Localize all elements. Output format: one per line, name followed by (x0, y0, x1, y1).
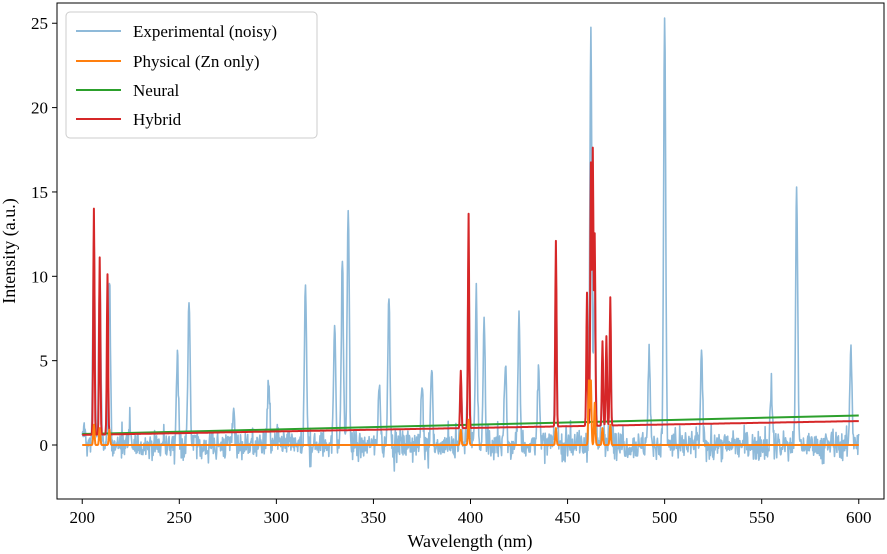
y-tick-label: 0 (40, 436, 49, 455)
x-tick-label: 250 (167, 508, 193, 527)
x-tick-label: 550 (749, 508, 775, 527)
y-tick-label: 10 (31, 267, 48, 286)
x-tick-label: 400 (458, 508, 484, 527)
x-tick-label: 350 (361, 508, 387, 527)
y-axis: 0 5 10 15 20 25 (31, 14, 57, 455)
y-tick-label: 25 (31, 14, 48, 33)
legend-label-hybrid: Hybrid (133, 110, 182, 129)
legend-box (65, 11, 318, 139)
x-tick-label: 500 (652, 508, 678, 527)
y-tick-label: 20 (31, 99, 48, 118)
series-hybrid-line (81, 146, 860, 436)
series-physical-line (81, 379, 860, 446)
x-tick-label: 600 (846, 508, 872, 527)
x-tick-label: 450 (555, 508, 581, 527)
legend-label-experimental: Experimental (noisy) (133, 22, 277, 41)
legend-label-physical: Physical (Zn only) (133, 52, 260, 71)
y-axis-label: Intensity (a.u.) (0, 198, 20, 303)
y-tick-label: 15 (31, 183, 48, 202)
x-axis: 200 250 300 350 400 450 500 550 600 (69, 499, 872, 527)
x-tick-label: 200 (69, 508, 95, 527)
x-axis-label: Wavelength (nm) (407, 531, 532, 552)
x-tick-label: 300 (264, 508, 290, 527)
series-layer (81, 17, 860, 472)
y-tick-label: 5 (40, 352, 49, 371)
legend: Experimental (noisy) Physical (Zn only) … (65, 11, 318, 139)
legend-label-neural: Neural (133, 81, 180, 100)
